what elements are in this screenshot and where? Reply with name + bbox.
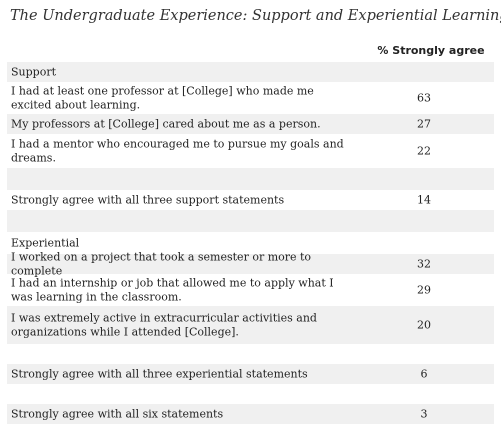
row-value: 29 [417,283,431,297]
table-title: The Undergraduate Experience: Support an… [10,8,501,24]
spacer-row [7,168,494,190]
row-label: Strongly agree with all six statements [11,407,224,421]
table-row: I had at least one professor at [College… [7,82,494,114]
row-value: 27 [417,117,431,131]
row-label: Strongly agree with all three support st… [11,193,285,207]
row-label: I was extremely active in extracurricula… [11,311,317,339]
summary-row: Strongly agree with all six statements 3 [7,404,494,424]
summary-row: Strongly agree with all three experienti… [7,364,494,384]
row-label: Strongly agree with all three experienti… [11,367,308,381]
spacer-row [7,210,494,232]
row-value: 32 [417,257,431,271]
row-label: I had at least one professor at [College… [11,84,314,112]
table-row: I had an internship or job that allowed … [7,274,494,306]
row-label: I had an internship or job that allowed … [11,276,334,304]
summary-row: Strongly agree with all three support st… [7,190,494,210]
spacer-row [7,344,494,364]
table-row: My professors at [College] cared about m… [7,114,494,134]
table-row: I was extremely active in extracurricula… [7,306,494,344]
section-header-row: Experiential [7,232,494,254]
row-value: 3 [420,407,428,421]
table-row: I had a mentor who encouraged me to purs… [7,134,494,168]
row-value: 6 [420,367,428,381]
row-label: I worked on a project that took a semest… [11,250,312,278]
table-row: I worked on a project that took a semest… [7,251,494,277]
section-header-row: Support [7,62,494,82]
row-value: 20 [417,318,431,332]
column-header-strongly-agree: % Strongly agree [377,44,485,57]
spacer-row [7,384,494,404]
row-value: 14 [417,193,431,207]
row-value: 63 [417,91,431,105]
row-label: I had a mentor who encouraged me to purs… [11,137,344,165]
row-label: My professors at [College] cared about m… [11,117,321,131]
row-label: Support [11,65,57,79]
row-value: 22 [417,144,431,158]
row-label: Experiential [11,236,80,250]
